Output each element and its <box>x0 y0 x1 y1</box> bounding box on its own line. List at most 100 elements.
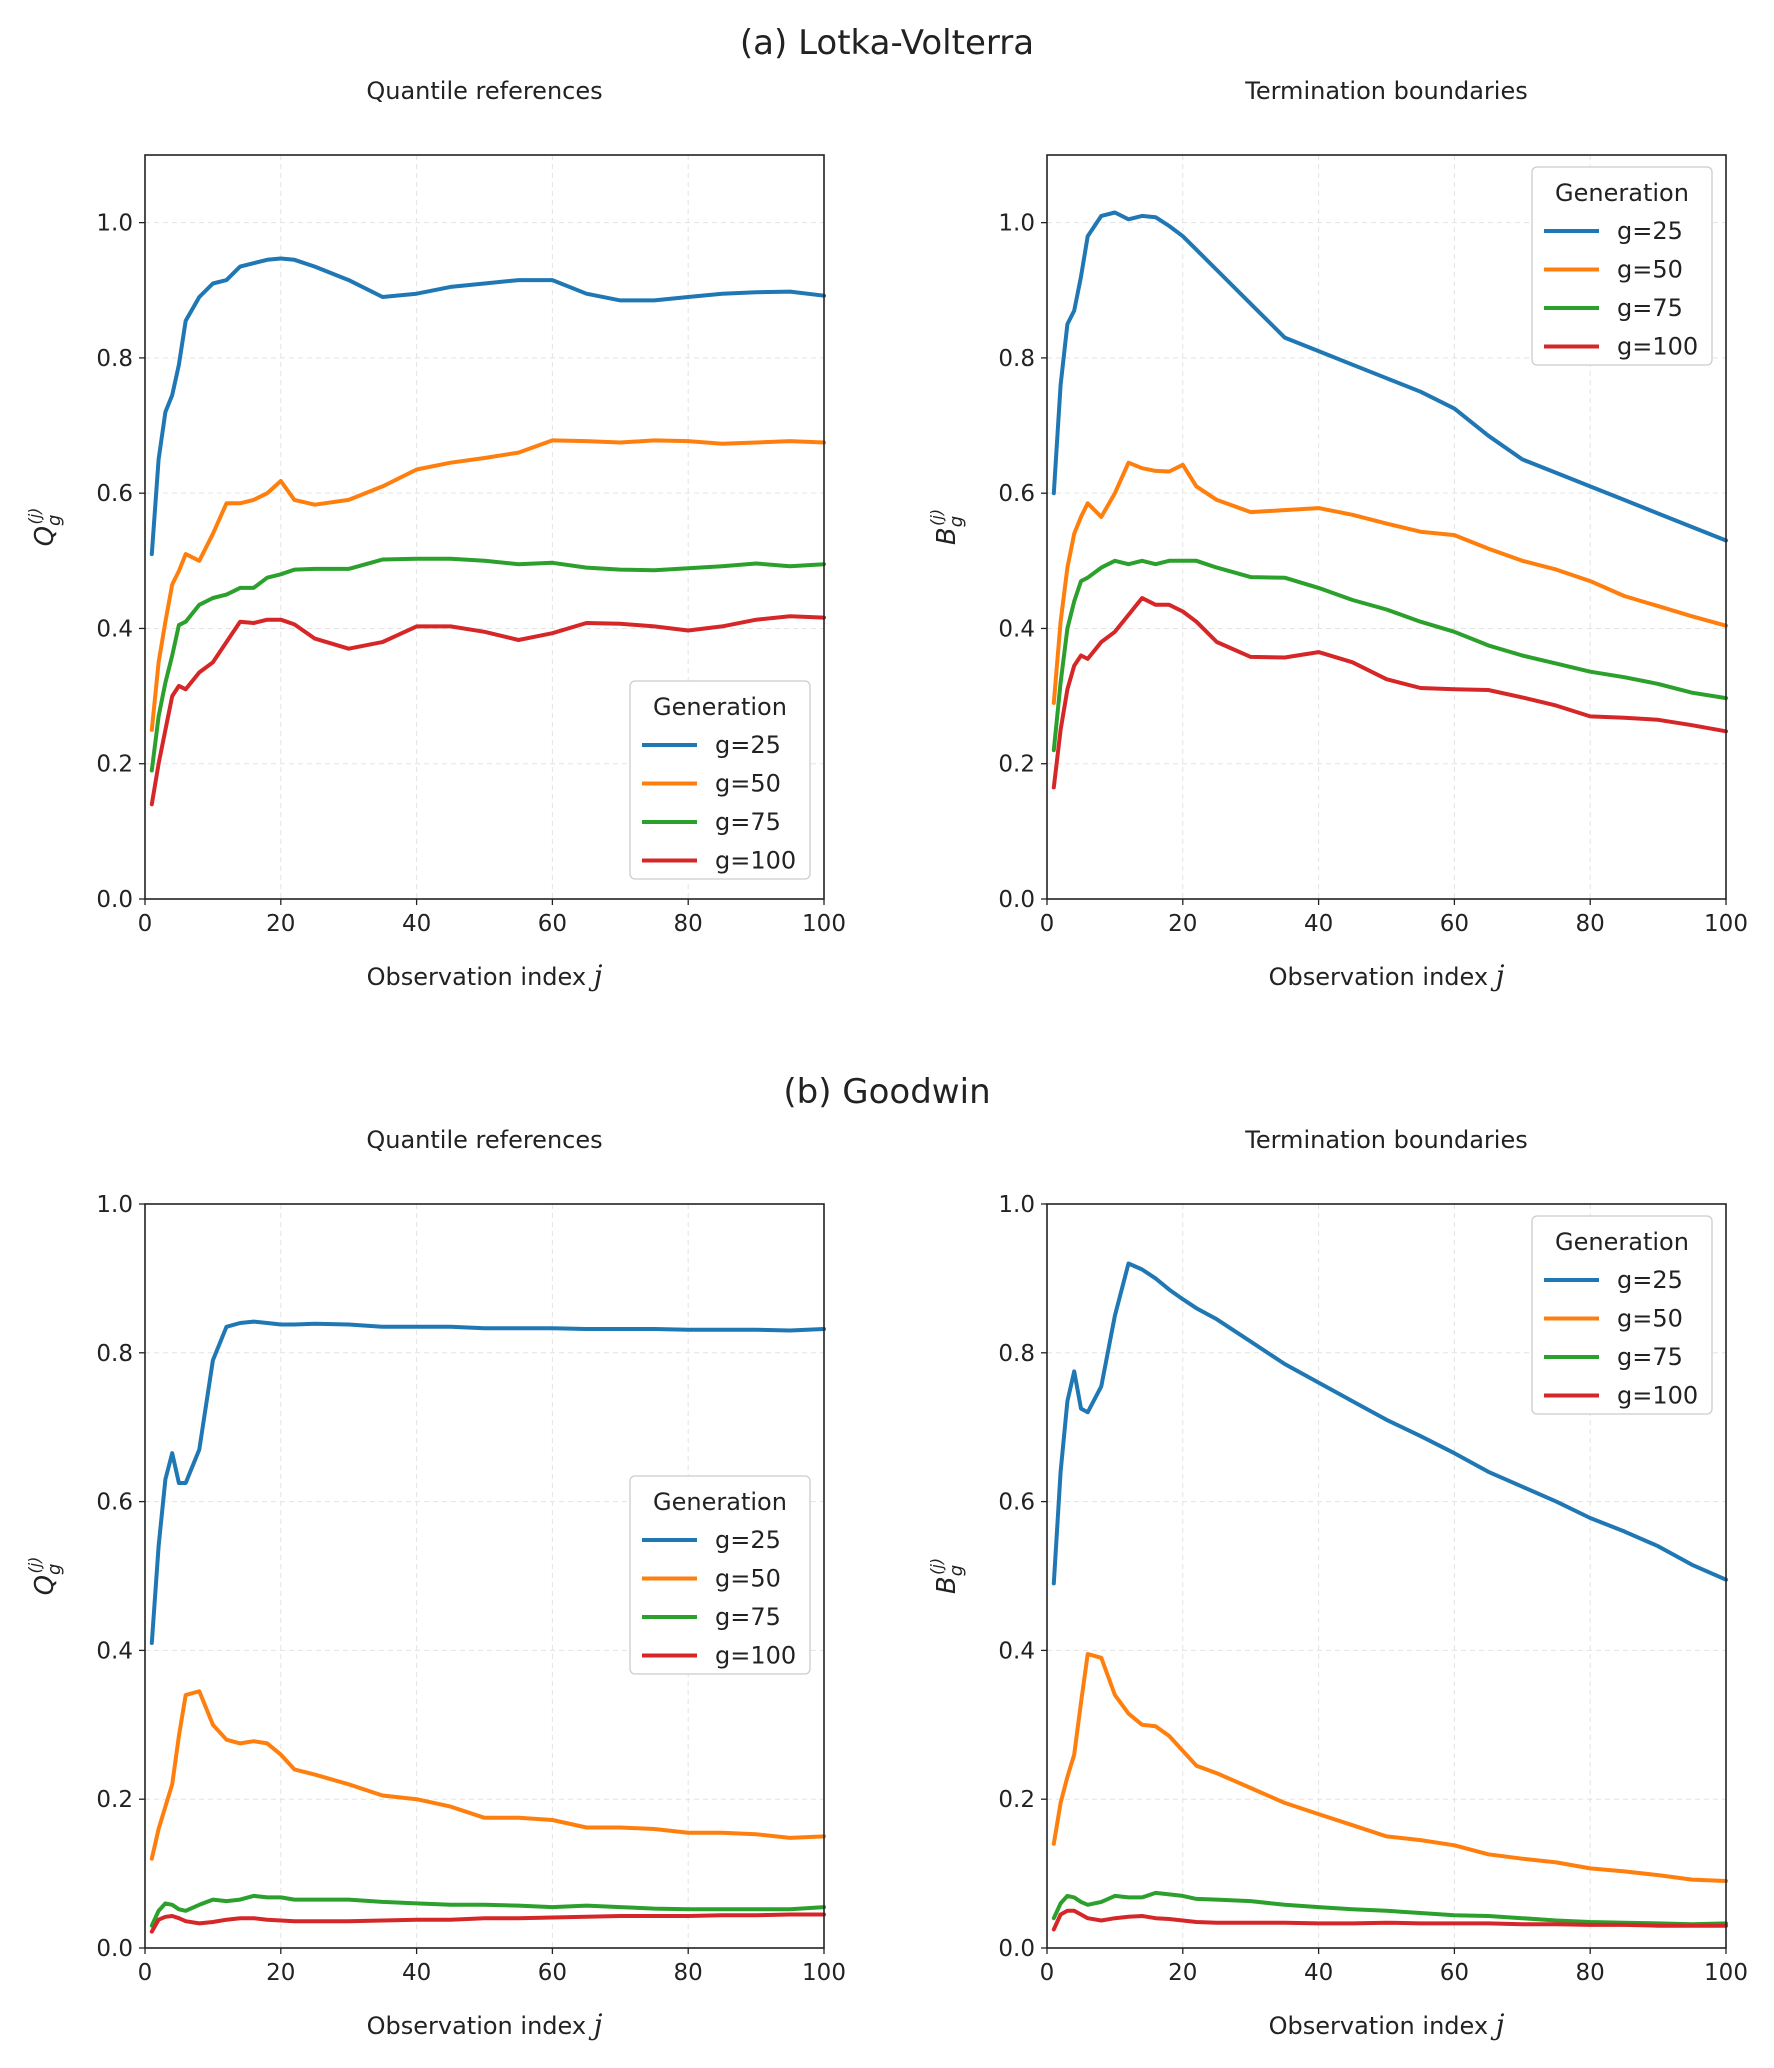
y-axis-label: Bg(j) <box>927 1558 967 1594</box>
y-tick-label: 0.6 <box>96 481 133 507</box>
y-tick-label: 0.8 <box>998 346 1035 372</box>
panel-1: Termination boundaries 0 20 40 60 80 100 0.0 0.2… <box>927 77 1748 992</box>
x-axis-label: Observation index j <box>367 2008 603 2041</box>
legend-label: g=75 <box>715 1603 781 1631</box>
panel-3: Termination boundaries 0 20 40 60 80 100 0.0 0.2… <box>927 1126 1748 2041</box>
y-tick-label: 0.6 <box>998 481 1035 507</box>
series-line-g75 <box>1051 558 1728 753</box>
y-tick-label: 0.6 <box>998 1490 1035 1516</box>
y-axis-label-sub: g <box>946 1565 967 1576</box>
x-tick-label: 60 <box>1440 911 1469 937</box>
y-axis-label-sub: g <box>946 516 967 527</box>
y-tick-label: 0.0 <box>96 887 133 913</box>
series-line-g75 <box>1051 1890 1728 1927</box>
x-tick-label: 20 <box>266 1960 295 1986</box>
y-tick-label: 0.0 <box>998 887 1035 913</box>
series-line-g50 <box>1051 1652 1728 1883</box>
x-tick-label: 40 <box>1304 1960 1333 1986</box>
y-axis-label-base: B <box>932 527 962 545</box>
x-tick-label: 100 <box>802 1960 846 1986</box>
row-title-a: (a) Lotka-Volterra <box>740 23 1034 63</box>
y-tick-label: 0.2 <box>96 752 133 778</box>
panel-title: Termination boundaries <box>1244 77 1527 105</box>
x-tick-label: 0 <box>1040 1960 1055 1986</box>
axes-frame <box>144 154 825 900</box>
y-tick-label: 0.8 <box>998 1341 1035 1367</box>
y-axis-label-base: B <box>932 1576 962 1594</box>
y-tick-label: 0.6 <box>96 1490 133 1516</box>
panel-2: Quantile references 0 20 40 60 80 100 0.0 0.2 0.4… <box>25 1126 846 2041</box>
x-tick-label: 20 <box>1168 911 1197 937</box>
series-line-g25 <box>149 1319 826 1645</box>
series-line-g100 <box>149 614 826 807</box>
legend-label: g=25 <box>1617 1266 1683 1294</box>
y-tick-label: 0.8 <box>96 346 133 372</box>
panel-0: Quantile references 0 20 40 60 80 100 0.0 0.2 0.4… <box>25 77 846 992</box>
legend-label: g=100 <box>715 847 796 875</box>
series-line-g75 <box>149 556 826 773</box>
legend-label: g=50 <box>715 770 781 798</box>
x-axis-label-text: Observation index <box>1269 963 1496 991</box>
series-line-g75 <box>149 1893 826 1928</box>
legend-label: g=50 <box>1617 256 1683 284</box>
legend-label: g=75 <box>1617 1343 1683 1371</box>
x-tick-label: 60 <box>1440 1960 1469 1986</box>
legend-label: g=25 <box>715 1526 781 1554</box>
x-tick-label: 100 <box>1704 911 1748 937</box>
y-tick-label: 0.0 <box>998 1936 1035 1962</box>
x-tick-label: 0 <box>138 1960 153 1986</box>
x-axis-label-text: Observation index <box>367 2012 594 2040</box>
y-axis-label-sup: (j) <box>927 1558 946 1575</box>
x-tick-label: 0 <box>1040 911 1055 937</box>
x-tick-label: 60 <box>538 1960 567 1986</box>
x-tick-label: 20 <box>1168 1960 1197 1986</box>
legend-box <box>629 1475 811 1675</box>
y-axis-label: Bg(j) <box>927 509 967 545</box>
x-tick-label: 80 <box>1576 911 1605 937</box>
legend-label: g=25 <box>715 731 781 759</box>
x-tick-label: 40 <box>402 911 431 937</box>
series-line-g100 <box>1051 1908 1728 1932</box>
series-line-g25 <box>149 256 826 557</box>
legend: Generation g=25 g=50 g=75 g=100 <box>1531 166 1713 366</box>
x-tick-label: 40 <box>1304 911 1333 937</box>
legend-label: g=100 <box>715 1642 796 1670</box>
legend-box <box>1531 1215 1713 1415</box>
legend-label: g=50 <box>1617 1305 1683 1333</box>
y-tick-label: 0.2 <box>998 1787 1035 1813</box>
legend-title: Generation <box>653 1488 787 1516</box>
y-tick-label: 0.4 <box>998 1638 1035 1664</box>
x-tick-label: 60 <box>538 911 567 937</box>
x-tick-label: 80 <box>1576 1960 1605 1986</box>
legend-label: g=25 <box>1617 217 1683 245</box>
legend-label: g=100 <box>1617 333 1698 361</box>
y-tick-label: 0.2 <box>96 1787 133 1813</box>
y-tick-label: 1.0 <box>998 211 1035 237</box>
y-axis-label-sub: g <box>44 1564 65 1575</box>
y-tick-label: 0.4 <box>96 1638 133 1664</box>
panel-title: Quantile references <box>366 1126 602 1154</box>
y-tick-label: 0.2 <box>998 752 1035 778</box>
legend-title: Generation <box>1555 179 1689 207</box>
legend-box <box>629 680 811 880</box>
series-line-g100 <box>149 1912 826 1934</box>
legend-title: Generation <box>1555 1228 1689 1256</box>
y-axis-label-sup: (j) <box>927 509 946 526</box>
y-axis-label: Qg(j) <box>25 508 65 547</box>
axes-frame <box>1046 1203 1727 1949</box>
x-tick-label: 40 <box>402 1960 431 1986</box>
legend-label: g=75 <box>715 808 781 836</box>
y-tick-label: 0.4 <box>96 616 133 642</box>
x-axis-label: Observation index j <box>1269 2008 1505 2041</box>
x-axis-label-text: Observation index <box>367 963 594 991</box>
y-tick-label: 0.4 <box>998 616 1035 642</box>
row-title-b: (b) Goodwin <box>783 1072 990 1112</box>
y-tick-label: 1.0 <box>96 211 133 237</box>
axes-frame <box>1046 154 1727 900</box>
x-axis-label: Observation index j <box>1269 959 1505 992</box>
y-axis-label-base: Q <box>30 526 60 546</box>
x-tick-label: 0 <box>138 911 153 937</box>
series-line-g50 <box>149 438 826 732</box>
x-axis-label: Observation index j <box>367 959 603 992</box>
y-tick-label: 1.0 <box>998 1192 1035 1218</box>
